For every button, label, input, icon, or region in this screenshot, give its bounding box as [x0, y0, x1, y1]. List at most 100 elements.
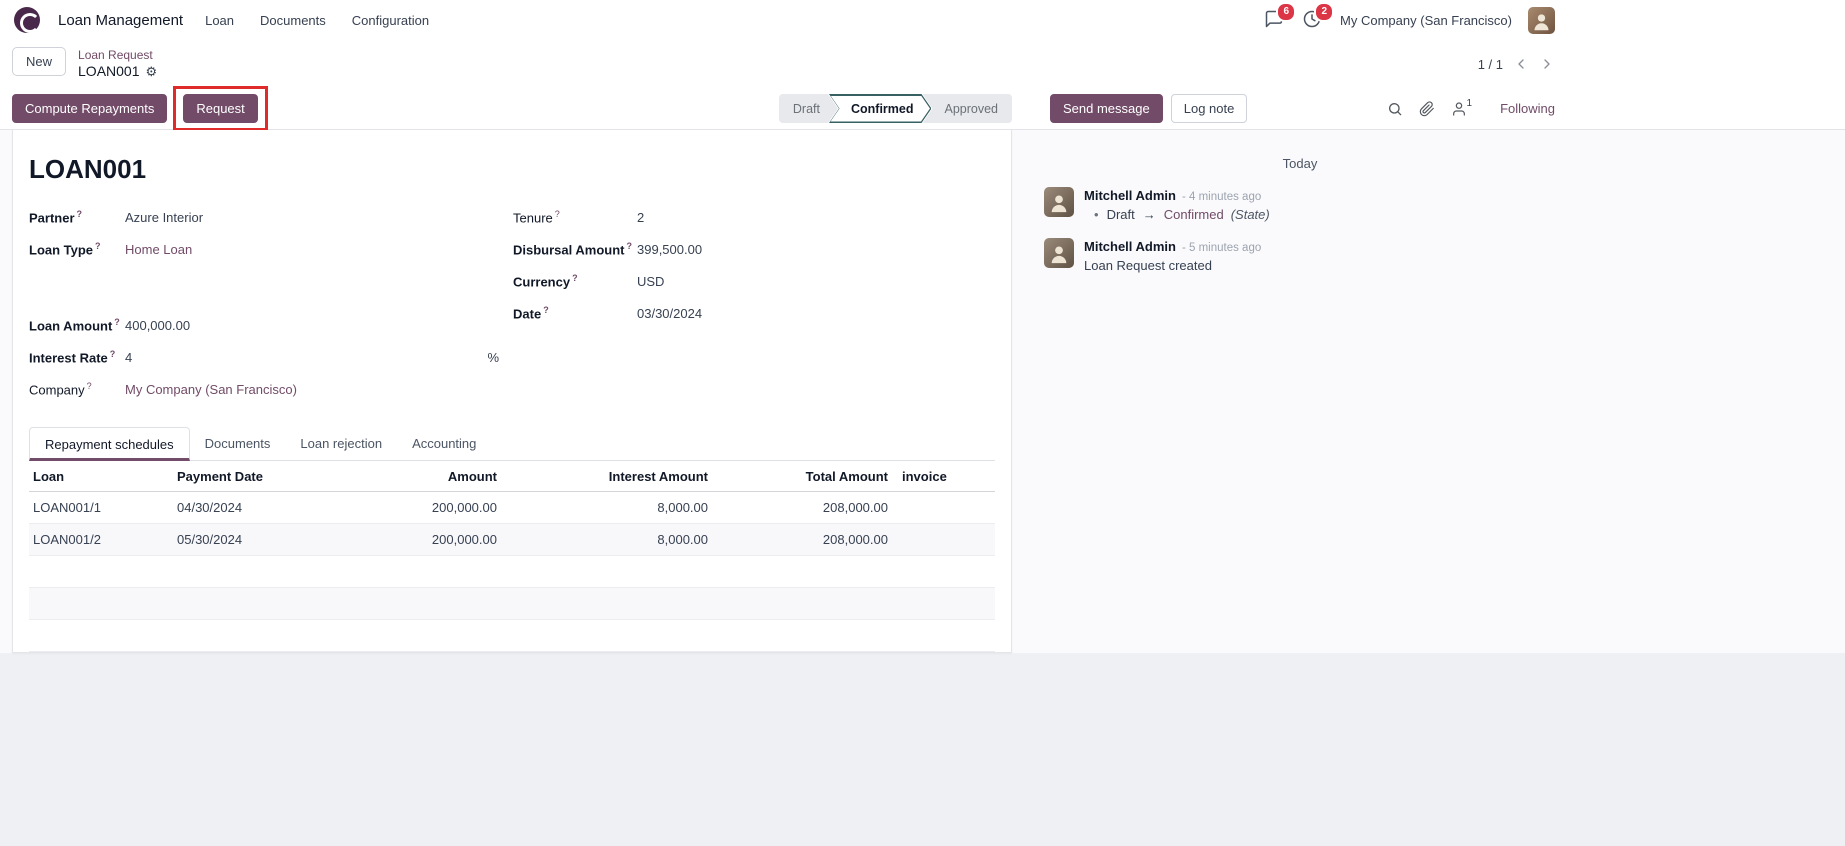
tab-repayment-schedules[interactable]: Repayment schedules: [29, 427, 190, 461]
annotation-highlight: Request: [173, 86, 268, 131]
field-value-company[interactable]: My Company (San Francisco): [125, 382, 297, 398]
table-row-empty[interactable]: [29, 620, 995, 652]
pager-previous-icon[interactable]: [1513, 56, 1529, 72]
search-messages-icon[interactable]: [1387, 101, 1403, 117]
control-panel: New Loan Request LOAN001 ⚙ 1 / 1: [0, 40, 1845, 88]
help-marker: ?: [76, 209, 83, 219]
message-author-avatar: [1044, 187, 1074, 217]
tab-documents[interactable]: Documents: [204, 436, 271, 451]
column-header-total-amount[interactable]: Total Amount: [805, 468, 888, 484]
status-draft[interactable]: Draft: [779, 94, 838, 123]
cell-loan[interactable]: LOAN001/1: [33, 500, 101, 515]
cell-payment-date[interactable]: 05/30/2024: [177, 532, 243, 547]
message-timestamp: - 4 minutes ago: [1181, 191, 1262, 203]
cell-loan[interactable]: LOAN001/2: [33, 532, 101, 547]
field-value-loan-type[interactable]: Home Loan: [125, 242, 193, 258]
breadcrumb-current: LOAN001: [78, 63, 140, 80]
record-title[interactable]: LOAN001: [29, 154, 147, 184]
gear-icon[interactable]: ⚙: [145, 63, 158, 79]
send-message-button[interactable]: Send message: [1050, 94, 1163, 123]
cell-interest-amount[interactable]: 8,000.00: [657, 500, 708, 515]
pager: 1 / 1: [1478, 56, 1555, 72]
field-value-interest-rate[interactable]: 4: [125, 350, 133, 366]
company-switcher[interactable]: My Company (San Francisco): [1340, 12, 1512, 28]
field-label-disbursal-amount: Disbursal Amount?: [513, 241, 632, 258]
interest-rate-percent-suffix: %: [487, 350, 499, 366]
breadcrumb: Loan Request LOAN001 ⚙: [78, 47, 157, 81]
menu-documents[interactable]: Documents: [260, 12, 326, 28]
help-marker: ?: [626, 241, 632, 251]
table-row-empty[interactable]: [29, 556, 995, 588]
field-value-currency[interactable]: USD: [637, 274, 665, 290]
cell-amount[interactable]: 200,000.00: [431, 532, 497, 547]
table-row[interactable]: LOAN001/1 04/30/2024 200,000.00 8,000.00…: [29, 492, 995, 524]
field-label-tenure: Tenure?: [513, 209, 560, 226]
cell-total-amount[interactable]: 208,000.00: [822, 500, 888, 515]
column-header-invoice[interactable]: invoice: [902, 468, 947, 484]
status-approved[interactable]: Approved: [922, 94, 1012, 123]
message-author[interactable]: Mitchell Admin: [1084, 239, 1176, 254]
chatter: Today Mitchell Admin - 4 minutes ago • Dr…: [1044, 130, 1556, 289]
field-value-loan-amount[interactable]: 400,000.00: [125, 318, 191, 334]
attachment-paperclip-icon[interactable]: [1419, 100, 1435, 117]
column-header-loan[interactable]: Loan: [33, 468, 65, 484]
arrow-right-icon: →: [1142, 207, 1156, 222]
main-content: LOAN001 Partner? Azure Interior Loan Typ…: [0, 130, 1845, 653]
cell-payment-date[interactable]: 04/30/2024: [177, 500, 243, 515]
pager-next-icon[interactable]: [1539, 56, 1555, 72]
field-value-tenure[interactable]: 2: [637, 210, 645, 226]
bullet-marker: •: [1094, 207, 1099, 222]
form-sheet: LOAN001 Partner? Azure Interior Loan Typ…: [12, 130, 1012, 653]
field-value-date[interactable]: 03/30/2024: [637, 306, 703, 322]
tab-loan-rejection[interactable]: Loan rejection: [300, 436, 383, 451]
activities-clock-icon[interactable]: 2: [1302, 2, 1335, 31]
field-label-date: Date?: [513, 305, 549, 322]
top-navbar: Loan Management Loan Documents Configura…: [0, 0, 1845, 40]
tab-accounting[interactable]: Accounting: [412, 436, 477, 451]
field-value-partner[interactable]: Azure Interior: [125, 210, 204, 226]
status-confirmed[interactable]: Confirmed: [829, 94, 932, 123]
cell-total-amount[interactable]: 208,000.00: [822, 532, 888, 547]
main-menu: Loan Documents Configuration: [205, 13, 429, 28]
compute-repayments-button[interactable]: Compute Repayments: [12, 94, 168, 123]
message-body: Loan Request created: [1084, 258, 1212, 273]
column-header-payment-date[interactable]: Payment Date: [177, 468, 263, 484]
message-author-avatar: [1044, 238, 1074, 268]
help-marker: ?: [95, 241, 101, 251]
cell-interest-amount[interactable]: 8,000.00: [657, 532, 708, 547]
action-bar: Compute Repayments Request Draft Confirm…: [0, 86, 1845, 131]
app-logo-icon[interactable]: [14, 7, 40, 33]
message-author[interactable]: Mitchell Admin: [1084, 188, 1176, 203]
menu-configuration[interactable]: Configuration: [351, 12, 430, 28]
user-avatar[interactable]: [1528, 6, 1555, 34]
table-row-empty[interactable]: [29, 588, 995, 620]
column-header-interest-amount[interactable]: Interest Amount: [608, 468, 708, 484]
followers-icon[interactable]: 1: [1451, 98, 1473, 117]
log-note-button[interactable]: Log note: [1170, 94, 1248, 123]
field-value-disbursal-amount[interactable]: 399,500.00: [637, 242, 703, 258]
tracking-old-value: Draft: [1106, 207, 1135, 222]
chatter-message: Mitchell Admin - 5 minutes ago Loan Requ…: [1044, 238, 1556, 273]
column-header-amount[interactable]: Amount: [447, 468, 497, 484]
field-label-interest-rate: Interest Rate?: [29, 349, 116, 366]
table-row[interactable]: LOAN001/2 05/30/2024 200,000.00 8,000.00…: [29, 524, 995, 556]
message-body-tracking: • Draft → Confirmed (State): [1084, 207, 1270, 222]
field-label-loan-type: Loan Type?: [29, 241, 101, 258]
breadcrumb-parent-link[interactable]: Loan Request: [78, 48, 153, 63]
tracking-new-value[interactable]: Confirmed: [1163, 207, 1224, 222]
messages-icon[interactable]: 6: [1264, 2, 1297, 31]
new-button[interactable]: New: [12, 47, 67, 77]
app-name[interactable]: Loan Management: [58, 11, 184, 29]
request-button[interactable]: Request: [183, 94, 258, 123]
menu-loan[interactable]: Loan: [205, 12, 235, 28]
table-header-row: Loan Payment Date Amount Interest Amount…: [29, 461, 995, 492]
following-toggle[interactable]: Following: [1500, 101, 1555, 116]
activities-count-badge: 2: [1314, 2, 1335, 22]
follower-count: 1: [1466, 98, 1473, 109]
help-marker: ?: [114, 317, 120, 327]
notebook-tabs: Repayment schedules Documents Loan rejec…: [29, 427, 995, 461]
help-marker: ?: [572, 273, 578, 283]
tracking-field-name: (State): [1230, 207, 1270, 222]
cell-amount[interactable]: 200,000.00: [431, 500, 497, 515]
help-marker: ?: [554, 209, 560, 219]
